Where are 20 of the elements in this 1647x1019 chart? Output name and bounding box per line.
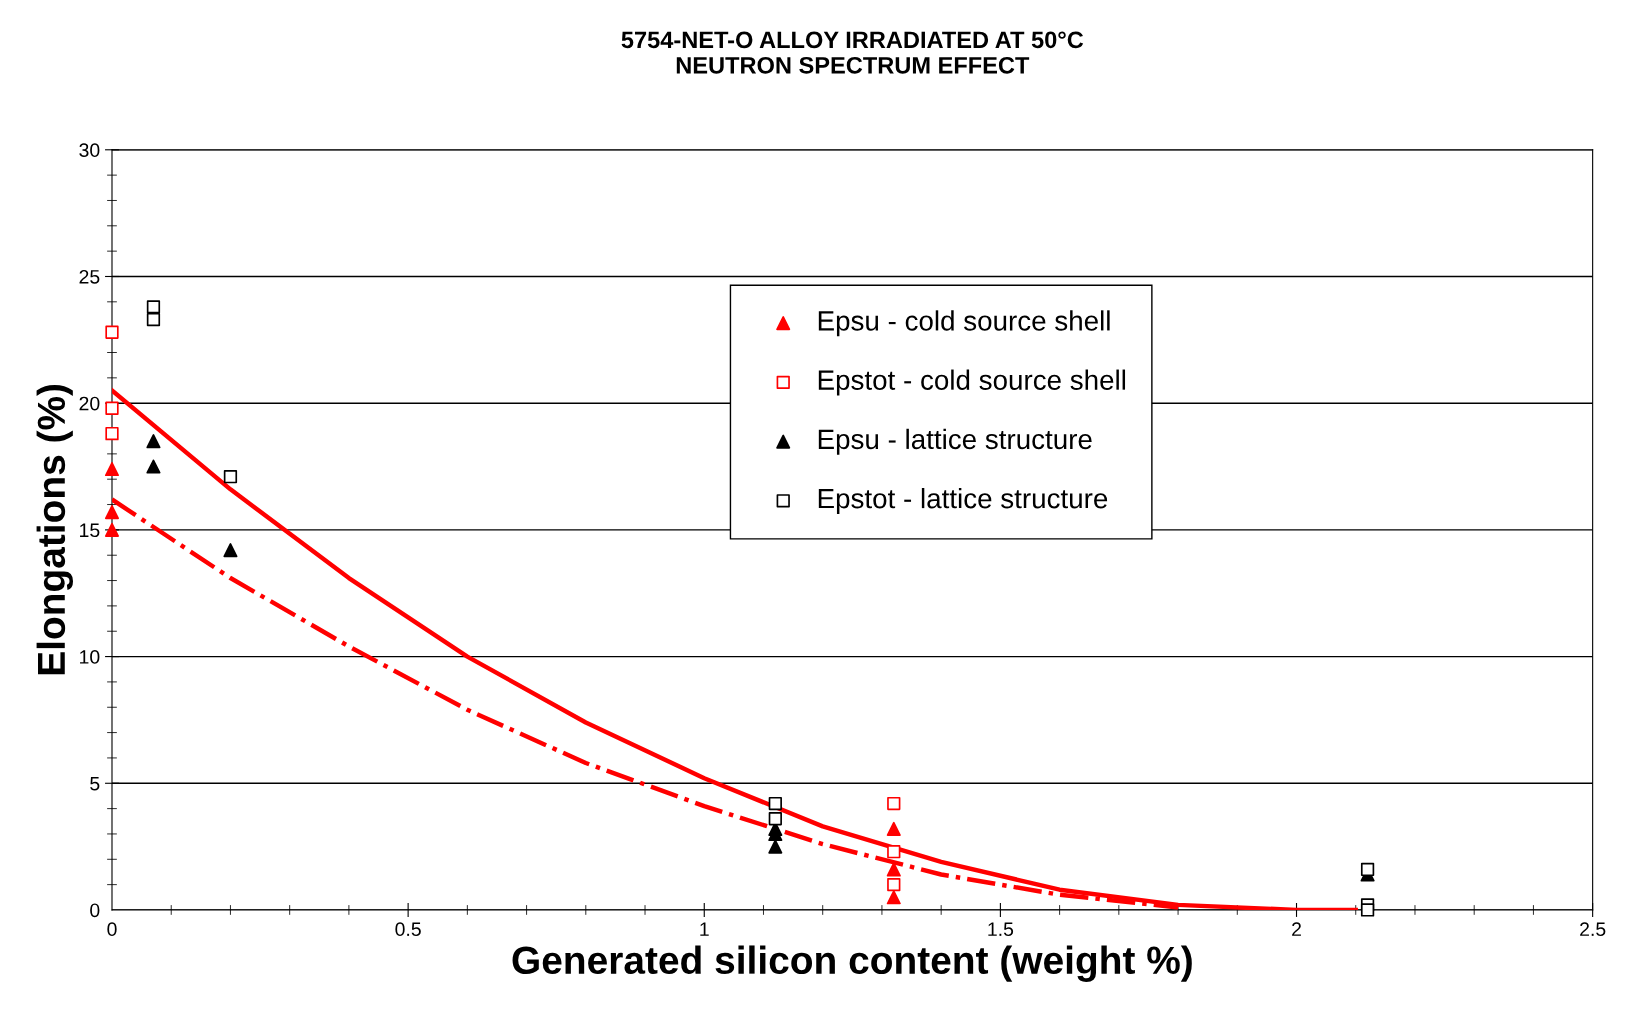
- y-tick-label: 10: [80, 650, 100, 664]
- x-axis-title: Generated silicon content (weight %): [512, 945, 1192, 982]
- legend-label: Epsu - lattice structure: [818, 428, 1092, 455]
- x-tick-label: 2.5: [1580, 922, 1606, 937]
- y-tick-label: 25: [79, 269, 100, 284]
- y-tick-label: 15: [80, 523, 100, 538]
- y-tick-label: 0: [90, 903, 100, 918]
- y-tick-label: 20: [79, 396, 100, 411]
- y-axis-title: Elongations (%): [36, 384, 74, 675]
- x-tick-label: 2: [1292, 922, 1301, 936]
- x-tick-label: 0: [107, 922, 117, 937]
- y-tick-label: 30: [79, 143, 100, 158]
- legend-label: Epsu - cold source shell: [818, 310, 1110, 337]
- y-tick-label: 5: [90, 776, 100, 791]
- x-tick-label: 1.5: [988, 922, 1014, 937]
- legend-label: Epstot - cold source shell: [818, 369, 1126, 396]
- x-tick-label: 1: [700, 922, 709, 936]
- legend-label: Epstot - lattice structure: [818, 487, 1108, 514]
- x-tick-label: 0.5: [395, 922, 421, 937]
- chart-title: 5754-NET-O ALLOY IRRADIATED AT 50°C NEUTRON SPECTRUM EFFECT: [621, 31, 1084, 74]
